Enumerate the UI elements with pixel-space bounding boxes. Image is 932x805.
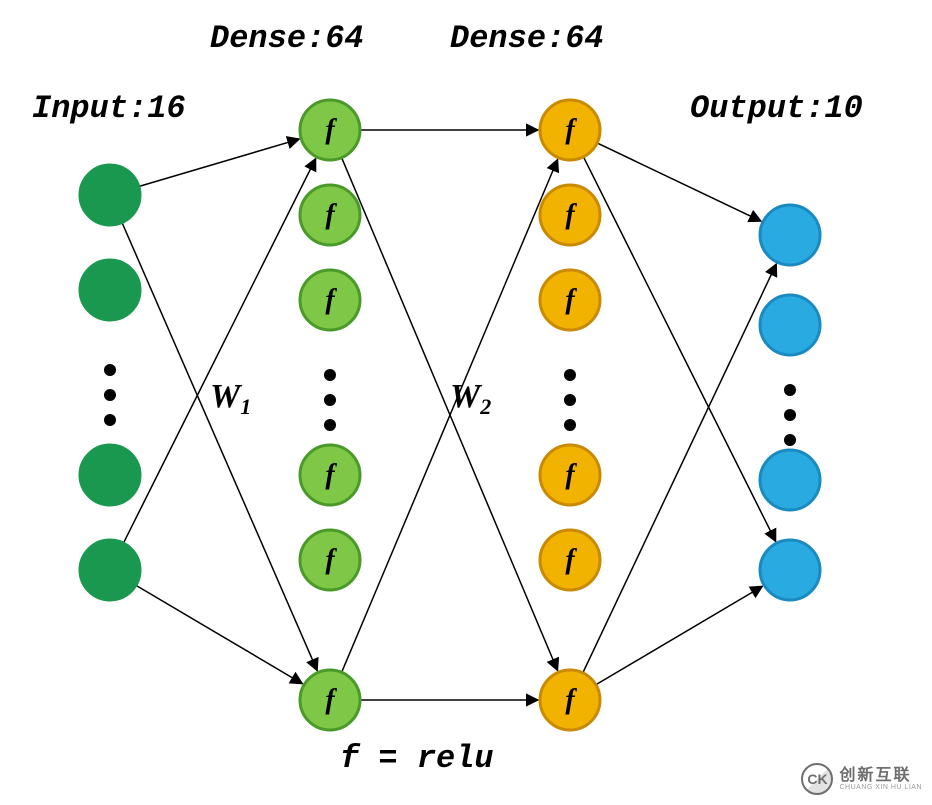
watermark-line1: 创新互联 <box>839 768 922 784</box>
label-dense1: Dense:64 <box>210 20 364 57</box>
label-w2: W2 <box>450 378 491 416</box>
watermark-line2: CHUANG XIN HU LIAN <box>839 784 922 791</box>
watermark-text: 创新互联 CHUANG XIN HU LIAN <box>839 768 922 791</box>
watermark-logo-icon: CK <box>801 763 833 795</box>
label-w1: W1 <box>210 378 251 416</box>
label-input: Input:16 <box>32 90 186 127</box>
label-activation: f = relu <box>340 740 494 777</box>
label-dense2: Dense:64 <box>450 20 604 57</box>
label-output: Output:10 <box>690 90 863 127</box>
watermark: CK 创新互联 CHUANG XIN HU LIAN <box>801 763 922 795</box>
